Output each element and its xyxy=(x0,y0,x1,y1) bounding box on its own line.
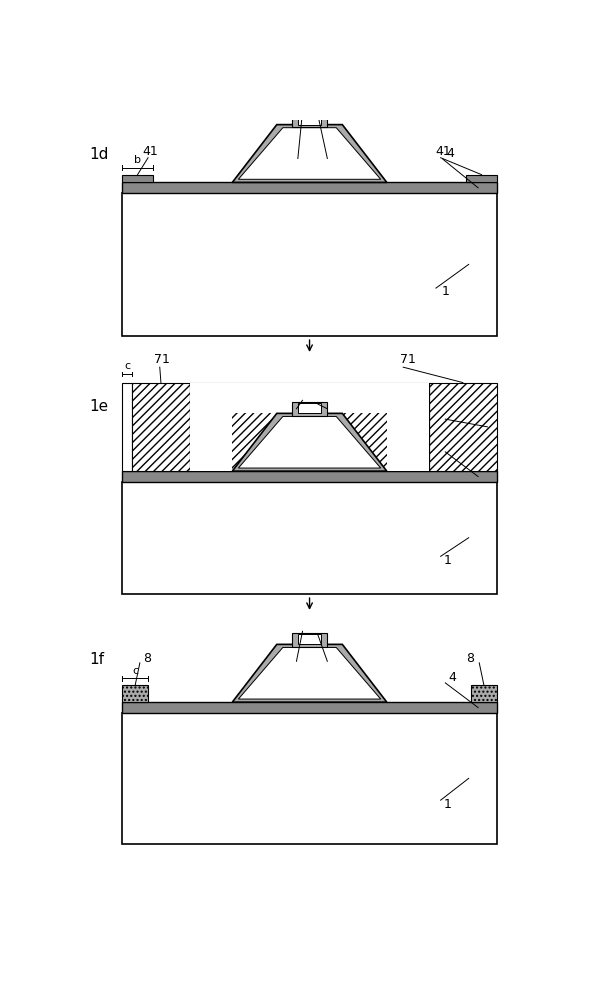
Bar xyxy=(292,633,327,647)
Text: 2: 2 xyxy=(332,152,339,165)
Bar xyxy=(122,182,496,193)
Polygon shape xyxy=(239,416,381,468)
Text: c: c xyxy=(124,361,130,371)
Bar xyxy=(122,482,496,594)
Bar xyxy=(122,175,153,182)
Bar xyxy=(190,383,233,471)
Text: 1: 1 xyxy=(442,285,449,298)
Text: 8: 8 xyxy=(143,652,151,666)
Text: 41: 41 xyxy=(435,145,451,158)
Text: 8: 8 xyxy=(466,652,474,666)
Text: 2: 2 xyxy=(332,398,339,411)
Polygon shape xyxy=(239,128,381,179)
Bar xyxy=(298,115,321,125)
Bar xyxy=(298,403,321,413)
Bar xyxy=(122,471,496,482)
Text: 3: 3 xyxy=(283,398,291,411)
Bar xyxy=(298,634,321,644)
Bar xyxy=(122,383,132,471)
Bar xyxy=(292,402,327,416)
Bar xyxy=(122,193,496,336)
Bar xyxy=(190,383,429,471)
Text: c: c xyxy=(132,666,138,676)
Text: 1e: 1e xyxy=(89,399,109,414)
Text: 71: 71 xyxy=(400,353,416,366)
Bar xyxy=(190,383,429,413)
Text: 1d: 1d xyxy=(89,147,109,162)
Text: 41: 41 xyxy=(143,145,158,158)
Text: 4: 4 xyxy=(448,440,456,453)
Polygon shape xyxy=(239,647,381,699)
Bar xyxy=(471,685,497,702)
Text: 71: 71 xyxy=(154,353,170,366)
Text: 1f: 1f xyxy=(89,652,104,666)
Text: 7: 7 xyxy=(448,410,456,423)
Text: 3: 3 xyxy=(286,152,294,165)
Polygon shape xyxy=(233,413,387,471)
Text: 4: 4 xyxy=(446,147,454,160)
Bar xyxy=(429,383,496,471)
Polygon shape xyxy=(233,125,387,182)
Text: 4: 4 xyxy=(448,671,456,684)
Text: 2: 2 xyxy=(332,651,339,664)
Bar xyxy=(122,685,148,702)
Text: b: b xyxy=(134,155,141,165)
Polygon shape xyxy=(233,644,387,702)
Bar xyxy=(466,175,496,182)
Bar xyxy=(122,713,496,844)
Text: 1: 1 xyxy=(444,798,452,811)
Text: 1: 1 xyxy=(444,554,452,567)
Bar xyxy=(122,702,496,713)
Bar xyxy=(387,383,429,471)
Bar xyxy=(132,383,190,471)
Text: 3: 3 xyxy=(283,651,291,664)
Bar xyxy=(292,113,327,127)
